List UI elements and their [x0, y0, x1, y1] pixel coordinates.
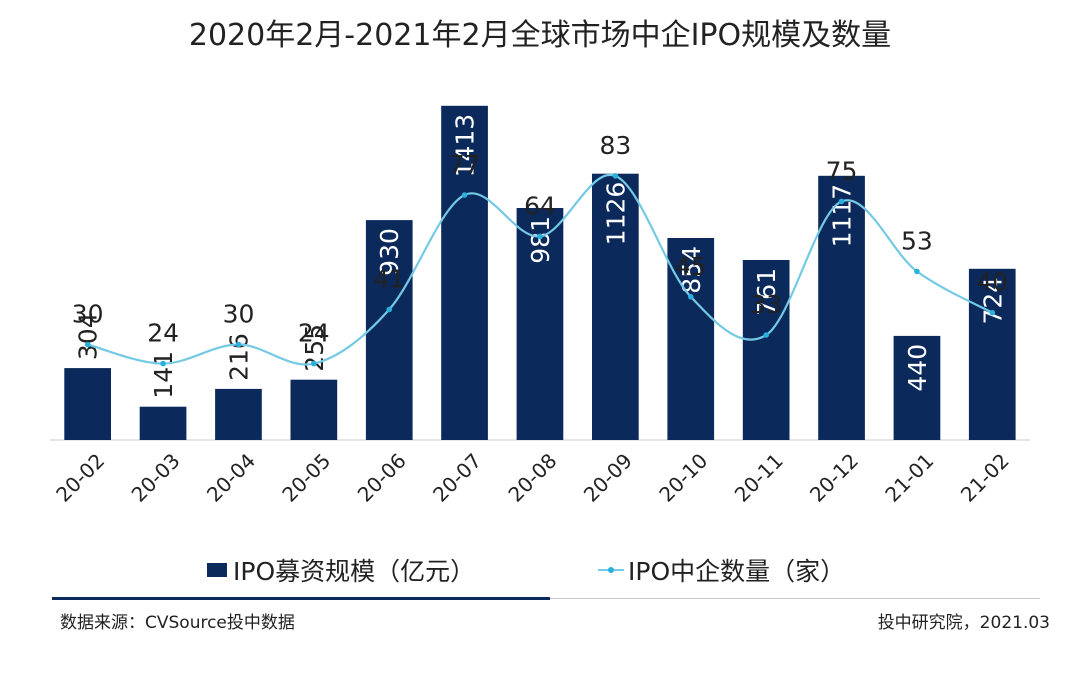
bar-value-label: 1126 [601, 182, 630, 246]
bar-series [64, 105, 1016, 441]
count-value-label: 24 [147, 319, 179, 348]
count-point-21-02 [989, 309, 996, 316]
count-point-20-04 [235, 341, 242, 348]
x-tick-label: 20-05 [277, 449, 335, 507]
x-tick-label: 20-12 [805, 449, 863, 507]
count-value-label: 41 [373, 265, 405, 294]
count-value-labels: 30 24 30 24 41 77 64 83 45 33 75 53 40 [72, 131, 1008, 348]
count-point-20-05 [311, 360, 317, 367]
x-tick-label: 20-09 [579, 449, 637, 507]
x-tick-labels: 20-02 20-03 20-04 20-05 20-06 20-07 20-08 20-09… [51, 449, 1014, 507]
count-series-points [84, 173, 996, 367]
bar-value-label: 981 [526, 216, 555, 264]
legend-bar-label: IPO募资规模（亿元） [233, 557, 476, 586]
x-tick-label: 20-03 [127, 449, 185, 507]
bar-20-05 [290, 379, 338, 440]
x-tick-label: 20-04 [202, 449, 260, 507]
x-tick-label: 20-11 [730, 449, 788, 507]
count-value-label: 33 [750, 290, 782, 319]
footer-divider-accent [52, 597, 550, 600]
count-point-20-02 [84, 341, 91, 348]
count-value-label: 40 [976, 268, 1008, 297]
count-point-20-07 [461, 192, 468, 198]
bar-20-04 [215, 388, 262, 440]
bar-value-label: 141 [149, 351, 178, 399]
count-value-label: 45 [675, 252, 707, 281]
bar-20-07 [441, 105, 488, 441]
legend-bar-swatch [207, 563, 227, 577]
count-point-21-01 [914, 268, 920, 275]
count-value-label: 64 [524, 191, 556, 220]
chart-title: 2020年2月-2021年2月全球市场中企IPO规模及数量 [188, 18, 892, 53]
count-point-20-06 [386, 306, 393, 313]
count-point-20-09 [612, 173, 619, 179]
x-tick-label: 20-07 [428, 449, 486, 507]
bar-20-10 [667, 238, 715, 440]
legend-line-label: IPO中企数量（家） [628, 557, 846, 586]
bar-value-label: 304 [74, 312, 103, 360]
count-value-label: 83 [599, 131, 631, 160]
x-tick-label: 21-02 [956, 449, 1014, 507]
bar-value-label: 761 [752, 268, 781, 316]
bar-20-06 [365, 220, 413, 440]
bar-20-02 [64, 368, 111, 440]
count-value-label: 53 [901, 226, 933, 255]
legend-item-line: IPO中企数量（家） [598, 552, 845, 588]
count-value-label: 30 [72, 300, 104, 329]
footer-divider [550, 598, 1040, 599]
count-point-20-03 [160, 360, 166, 367]
count-point-20-08 [537, 233, 543, 240]
bar-value-label: 1413 [451, 114, 480, 178]
bar-20-08 [516, 208, 564, 440]
bar-21-01 [893, 335, 941, 440]
legend: IPO募资规模（亿元） IPO中企数量（家） [0, 552, 1080, 592]
count-point-20-11 [763, 332, 769, 338]
count-value-label: 77 [449, 150, 481, 179]
x-tick-label: 20-08 [503, 449, 561, 507]
x-tick-label: 20-10 [654, 449, 712, 507]
bar-value-label: 216 [225, 333, 254, 381]
x-tick-label: 20-06 [353, 449, 411, 507]
footer-source: 数据来源：CVSource投中数据 [60, 613, 295, 633]
legend-item-bar: IPO募资规模（亿元） [207, 552, 475, 588]
footer-credit: 投中研究院，2021.03 [877, 613, 1050, 633]
count-value-label: 75 [826, 156, 858, 185]
legend-line-swatch [598, 563, 624, 577]
bar-20-03 [139, 406, 187, 440]
bar-21-02 [968, 268, 1016, 440]
count-value-label: 24 [298, 319, 330, 348]
count-point-20-12 [838, 198, 845, 205]
bar-value-label: 724 [978, 277, 1007, 325]
bar-20-11 [742, 260, 790, 440]
bar-value-label: 440 [903, 344, 932, 392]
bar-value-label: 1117 [828, 184, 857, 248]
count-value-label: 30 [223, 300, 255, 329]
bar-value-label: 930 [375, 228, 404, 276]
bar-20-09 [592, 173, 639, 440]
x-tick-label: 20-02 [51, 449, 109, 507]
count-point-20-10 [688, 294, 694, 300]
x-tick-label: 21-01 [880, 449, 938, 507]
